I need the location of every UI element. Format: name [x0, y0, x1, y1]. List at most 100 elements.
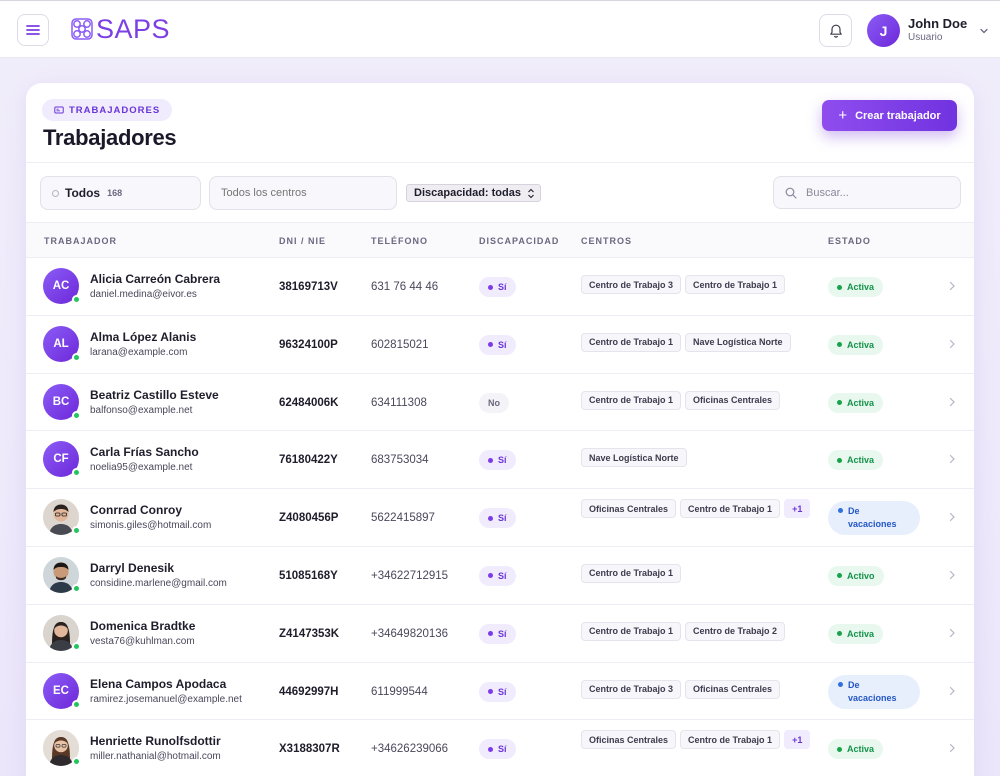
status-badge: De vacaciones — [828, 501, 920, 536]
status-badge: Activa — [828, 739, 884, 760]
table-row[interactable]: AC Alicia Carreón Cabrera daniel.medina@ei… — [26, 258, 974, 316]
more-centros-chip[interactable]: +1 — [784, 730, 811, 750]
centro-chip: Centro de Trabajo 1 — [581, 390, 682, 410]
centros-list: Centro de Trabajo 1 — [581, 563, 821, 583]
id-card-icon — [54, 106, 64, 114]
worker-name[interactable]: Alicia Carreón Cabrera — [90, 272, 221, 286]
worker-email: miller.nathanial@hotmail.com — [90, 751, 221, 763]
chevron-right-icon[interactable] — [948, 281, 956, 291]
column-header-estado[interactable]: ESTADO — [828, 236, 871, 246]
create-worker-button[interactable]: + Crear trabajador — [822, 100, 957, 131]
centro-chip: Oficinas Centrales — [685, 679, 781, 699]
filter-all[interactable]: Todos 168 — [40, 176, 201, 210]
logo-icon — [71, 18, 93, 40]
status-badge: De vacaciones — [828, 674, 920, 709]
chevron-right-icon[interactable] — [948, 454, 956, 464]
worker-email: considine.marlene@gmail.com — [90, 577, 227, 589]
centro-chip: Centro de Trabajo 1 — [581, 563, 682, 583]
column-header-dni[interactable]: DNI / NIE — [279, 236, 327, 246]
notifications-button[interactable] — [819, 14, 852, 47]
disability-badge: Sí — [479, 334, 516, 355]
worker-phone: 634111308 — [371, 396, 427, 409]
chevron-right-icon[interactable] — [948, 743, 956, 753]
menu-button[interactable] — [17, 14, 49, 46]
disability-badge: Sí — [479, 623, 516, 644]
centro-chip: Oficinas Centrales — [685, 390, 781, 410]
worker-phone: 631 76 44 46 — [371, 281, 439, 293]
worker-name[interactable]: Domenica Bradtke — [90, 618, 196, 633]
chevron-right-icon[interactable] — [948, 628, 956, 638]
worker-dni: 38169713V — [279, 281, 338, 293]
table-row[interactable]: Domenica Bradtke vesta76@kuhlman.com Z4147… — [26, 605, 974, 663]
worker-phone: 611999544 — [371, 685, 428, 698]
chevron-right-icon[interactable] — [948, 512, 956, 522]
table-row[interactable]: BC Beatriz Castillo Esteve balfonso@exampl… — [26, 374, 974, 432]
table-row[interactable]: AL Alma López Alanis larana@example.com 963… — [26, 316, 974, 374]
centros-list: Centro de Trabajo 1 Oficinas Centrales — [581, 390, 821, 410]
search-box[interactable] — [773, 176, 961, 209]
worker-email: daniel.medina@eivor.es — [90, 289, 197, 300]
status-badge: Activa — [828, 623, 884, 644]
plus-icon: + — [838, 106, 848, 124]
app-logo[interactable]: SAPS — [70, 15, 170, 43]
discapacidad-select[interactable]: Discapacidad: todas — [406, 184, 541, 202]
centro-chip: Centro de Trabajo 3 — [581, 275, 682, 294]
worker-phone: +34626239066 — [371, 743, 449, 756]
centro-chip: Oficinas Centrales — [581, 730, 677, 750]
status-badge: Activa — [828, 450, 884, 471]
column-header-centros[interactable]: CENTROS — [581, 236, 633, 246]
user-name: John Doe — [908, 16, 968, 31]
search-input[interactable] — [806, 186, 946, 199]
disability-badge: Sí — [479, 277, 516, 297]
table-row[interactable]: EC Elena Campos Apodaca ramirez.josemanuel… — [26, 663, 974, 721]
centro-chip: Centro de Trabajo 2 — [685, 621, 786, 641]
table-row[interactable]: Henriette Runolfsdottir miller.nathanial@… — [26, 720, 974, 776]
table-body: AC Alicia Carreón Cabrera daniel.medina@ei… — [26, 258, 974, 776]
worker-dni: Z4080456P — [279, 512, 339, 525]
column-header-trabajador[interactable]: TRABAJADOR — [44, 236, 117, 246]
more-centros-chip[interactable]: +1 — [784, 499, 811, 519]
table-row[interactable]: Darryl Denesik considine.marlene@gmail.co… — [26, 547, 974, 605]
worker-email: ramirez.josemanuel@example.net — [90, 693, 242, 705]
worker-name[interactable]: Carla Frías Sancho — [90, 445, 199, 460]
worker-name[interactable]: Henriette Runolfsdottir — [90, 734, 221, 749]
worker-name[interactable]: Darryl Denesik — [90, 560, 175, 575]
worker-name[interactable]: Elena Campos Apodaca — [90, 676, 227, 691]
chevron-right-icon[interactable] — [948, 686, 956, 696]
worker-name[interactable]: Alma López Alanis — [90, 329, 197, 344]
worker-name[interactable]: Conrrad Conroy — [90, 503, 183, 518]
chevron-right-icon[interactable] — [948, 570, 956, 580]
table-header: TRABAJADOR DNI / NIE TELÉFONO DISCAPACID… — [26, 222, 974, 258]
create-worker-label: Crear trabajador — [855, 109, 941, 122]
table-row[interactable]: Conrrad Conroy simonis.giles@hotmail.com Z… — [26, 489, 974, 547]
disability-badge: Sí — [479, 739, 516, 760]
table-row[interactable]: CF Carla Frías Sancho noelia95@example.net… — [26, 431, 974, 490]
worker-email: larana@example.com — [90, 346, 188, 358]
chevron-right-icon[interactable] — [948, 397, 956, 407]
worker-name[interactable]: Beatriz Castillo Esteve — [90, 387, 219, 402]
online-indicator — [72, 699, 81, 709]
column-header-telefono[interactable]: TELÉFONO — [371, 236, 428, 246]
online-indicator — [72, 641, 81, 651]
worker-phone: 602815021 — [371, 338, 429, 351]
discapacidad-select-value: Discapacidad: todas — [414, 187, 521, 199]
user-avatar: J — [867, 14, 900, 47]
centros-list: Centro de Trabajo 1 Centro de Trabajo 2 — [581, 621, 821, 641]
worker-phone: 5622415897 — [371, 512, 435, 525]
centros-filter-input[interactable] — [209, 176, 397, 210]
status-badge: Activa — [828, 334, 884, 355]
chevron-right-icon[interactable] — [948, 339, 956, 349]
select-arrows-icon — [528, 188, 534, 198]
centro-chip: Nave Logística Norte — [685, 332, 791, 352]
online-indicator — [72, 295, 81, 304]
search-icon — [785, 187, 797, 199]
online-indicator — [72, 468, 81, 478]
worker-dni: 76180422Y — [279, 454, 338, 467]
disability-badge: Sí — [479, 508, 516, 529]
worker-dni: 62484006K — [279, 396, 339, 409]
worker-phone: 683753034 — [371, 454, 429, 467]
centro-chip: Centro de Trabajo 1 — [680, 730, 781, 750]
user-menu[interactable]: J John Doe Usuario — [867, 14, 989, 47]
column-header-discapacidad[interactable]: DISCAPACIDAD — [479, 236, 560, 246]
bell-icon — [829, 24, 842, 38]
